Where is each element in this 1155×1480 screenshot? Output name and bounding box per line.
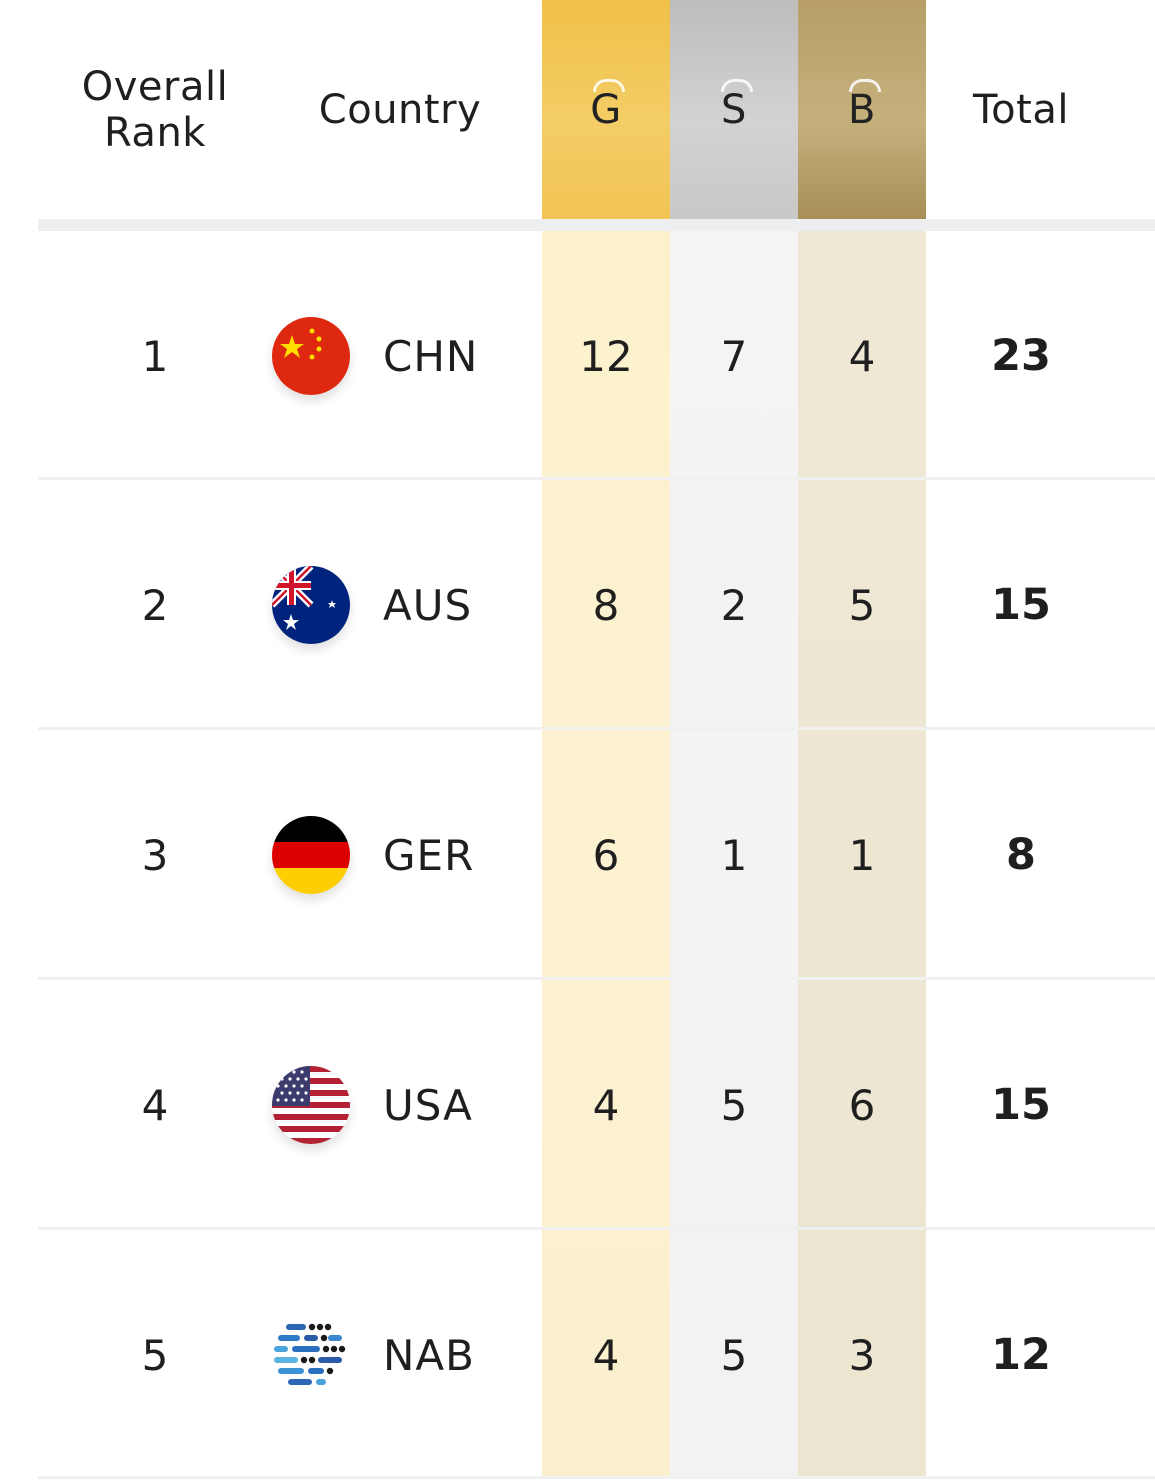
germany-flag-icon <box>272 816 350 894</box>
row-divider <box>38 977 1155 980</box>
silver-count: 7 <box>720 331 748 381</box>
china-flag-icon <box>272 317 350 395</box>
header-country[interactable]: Country <box>318 86 482 133</box>
table-row[interactable]: 4 <box>0 980 1155 1230</box>
total-count: 15 <box>991 580 1051 630</box>
table-row[interactable]: 3 GER 6 1 1 8 <box>0 730 1155 980</box>
country-code: GER <box>383 830 475 880</box>
total-count: 15 <box>991 1080 1051 1130</box>
total-count: 23 <box>991 331 1051 381</box>
gold-count: 4 <box>592 1330 620 1380</box>
row-divider <box>38 477 1155 480</box>
table-row[interactable]: 1 CHN 12 7 4 23 <box>0 231 1155 481</box>
bronze-column-background <box>798 0 926 1479</box>
rank-cell: 1 <box>141 331 169 381</box>
gold-count: 12 <box>579 331 633 381</box>
header-overall-rank[interactable]: Overall Rank <box>81 63 229 156</box>
gold-column-background <box>542 0 670 1479</box>
row-divider <box>38 1476 1155 1479</box>
header-bronze[interactable]: B <box>798 0 926 219</box>
table-row[interactable]: 5 <box>0 1230 1155 1480</box>
gold-count: 8 <box>592 580 620 630</box>
row-divider <box>38 727 1155 730</box>
total-count: 8 <box>1006 830 1036 880</box>
country-code: CHN <box>383 331 479 381</box>
row-divider <box>38 1227 1155 1230</box>
gold-medal-icon: G <box>590 78 625 133</box>
silver-medal-icon: S <box>720 78 753 133</box>
bronze-count: 4 <box>848 331 876 381</box>
header-divider <box>38 219 1155 231</box>
rank-cell: 4 <box>141 1080 169 1130</box>
bronze-count: 6 <box>848 1080 876 1130</box>
silver-column-background <box>670 0 798 1479</box>
usa-flag-icon <box>272 1066 350 1144</box>
table-row[interactable]: 2 AUS 8 2 <box>0 480 1155 730</box>
rank-cell: 2 <box>141 580 169 630</box>
silver-count: 5 <box>720 1080 748 1130</box>
header-silver[interactable]: S <box>670 0 798 219</box>
country-code: NAB <box>383 1330 475 1380</box>
gold-count: 6 <box>592 830 620 880</box>
nab-logo-icon <box>272 1316 350 1394</box>
silver-count: 2 <box>720 580 748 630</box>
bronze-count: 5 <box>848 580 876 630</box>
total-count: 12 <box>991 1330 1051 1380</box>
country-code: AUS <box>383 580 473 630</box>
silver-count: 1 <box>720 830 748 880</box>
australia-flag-icon <box>272 566 350 644</box>
bronze-count: 1 <box>848 830 876 880</box>
table-header: Overall Rank Country G S B Total <box>0 0 1155 219</box>
rank-cell: 3 <box>141 830 169 880</box>
silver-count: 5 <box>720 1330 748 1380</box>
header-gold[interactable]: G <box>542 0 670 219</box>
bronze-count: 3 <box>848 1330 876 1380</box>
country-code: USA <box>383 1080 473 1130</box>
rank-cell: 5 <box>141 1330 169 1380</box>
header-total[interactable]: Total <box>973 86 1069 133</box>
gold-count: 4 <box>592 1080 620 1130</box>
bronze-medal-icon: B <box>848 78 881 133</box>
